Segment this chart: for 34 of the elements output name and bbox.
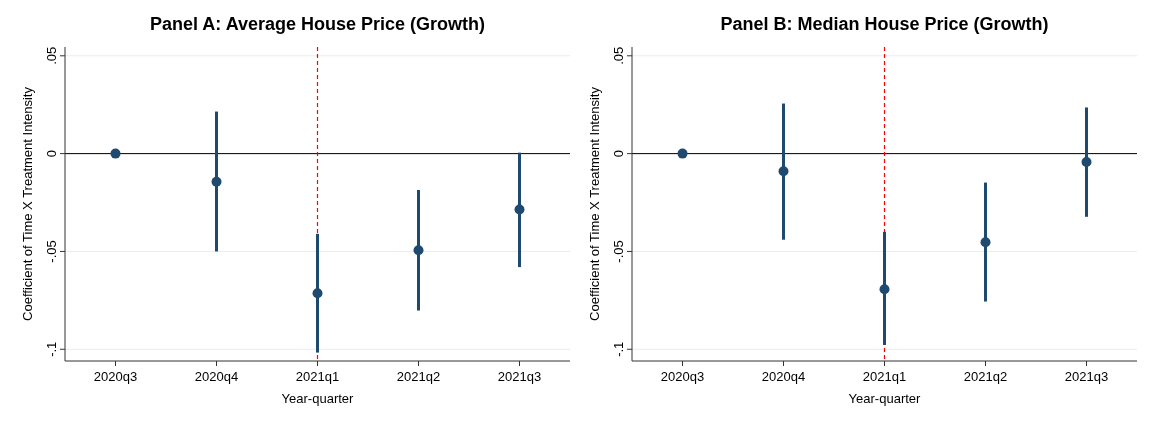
x-tick-label: 2021q3 xyxy=(1064,369,1109,384)
x-tick-label: 2021q1 xyxy=(295,369,340,384)
y-tick-label: -.05 xyxy=(611,240,626,263)
x-tick-label: 2021q2 xyxy=(396,369,441,384)
chart-title: Panel B: Median House Price (Growth) xyxy=(720,14,1049,34)
point xyxy=(110,148,121,159)
y-tick-label: 0 xyxy=(611,150,626,158)
point xyxy=(312,288,323,299)
x-axis-title: Year-quarter xyxy=(848,391,922,406)
y-tick-label: -.05 xyxy=(44,240,59,263)
x-tick-label: 2020q3 xyxy=(93,369,138,384)
chart-title: Panel A: Average House Price (Growth) xyxy=(149,14,486,34)
y-axis-title: Coefficient of Time X Treatment Intensity xyxy=(587,86,602,321)
point xyxy=(514,204,525,215)
x-tick-label: 2020q3 xyxy=(660,369,705,384)
x-tick-label: 2020q4 xyxy=(761,369,806,384)
x-tick-label: 2021q1 xyxy=(862,369,907,384)
y-tick-label: -.1 xyxy=(611,341,626,357)
x-axis-title: Year-quarter xyxy=(281,391,355,406)
point xyxy=(211,176,222,187)
y-tick-label: 0 xyxy=(44,150,59,158)
point xyxy=(1081,157,1092,168)
y-axis-title: Coefficient of Time X Treatment Intensity xyxy=(20,86,35,321)
point xyxy=(879,284,890,295)
x-tick-label: 2020q4 xyxy=(194,369,239,384)
x-tick-label: 2021q3 xyxy=(497,369,542,384)
point xyxy=(677,148,688,159)
y-tick-label: .05 xyxy=(44,46,59,65)
y-tick-label: .05 xyxy=(611,46,626,65)
x-tick-label: 2021q2 xyxy=(963,369,1008,384)
point xyxy=(980,237,991,248)
y-tick-label: -.1 xyxy=(44,341,59,357)
point xyxy=(413,245,424,256)
point xyxy=(778,166,789,177)
